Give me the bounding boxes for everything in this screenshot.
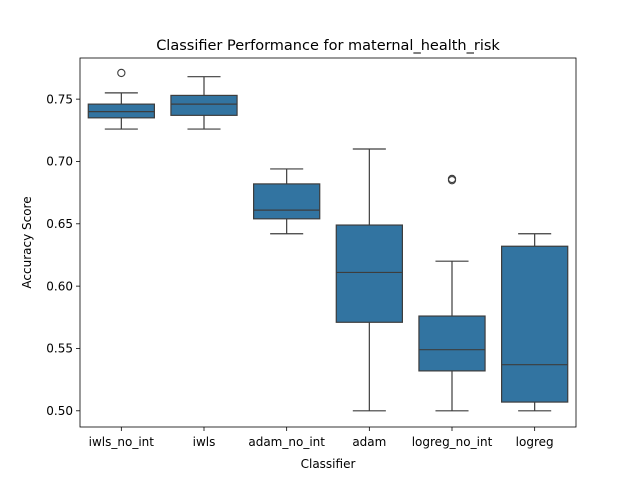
box-group-logreg (501, 233, 569, 412)
y-tick-label: 0.65 (46, 217, 73, 231)
box-group-logreg_no_int (418, 174, 486, 412)
x-tick-label: logreg_no_int (412, 435, 493, 449)
outlier-point (117, 68, 126, 78)
chart-title: Classifier Performance for maternal_heal… (156, 38, 500, 54)
box-group-iwls_no_int (87, 68, 156, 130)
box-iqr (170, 94, 238, 116)
box-group-iwls (170, 76, 238, 130)
boxes-layer (87, 68, 569, 412)
y-axis-label: Accuracy Score (20, 196, 34, 288)
x-tick-label: iwls (193, 435, 216, 449)
box-iqr (335, 224, 403, 323)
y-axis: 0.50 0.55 0.60 0.65 0.70 0.75 (46, 92, 80, 418)
x-axis: iwls_no_int iwls adam_no_int adam logreg_no_… (89, 427, 554, 449)
outlier-point (447, 174, 457, 184)
y-tick-label: 0.75 (46, 92, 73, 106)
x-tick-label: logreg (516, 435, 554, 449)
plot-frame (79, 57, 577, 428)
x-tick-label: adam (352, 435, 386, 449)
y-tick-label: 0.70 (46, 155, 73, 169)
y-tick-label: 0.55 (46, 342, 73, 356)
y-tick-label: 0.60 (46, 279, 73, 293)
box-iqr (87, 103, 156, 119)
x-tick-label: adam_no_int (248, 435, 325, 449)
y-tick-label: 0.50 (46, 404, 73, 418)
box-group-adam_no_int (253, 168, 321, 235)
box-group-adam (335, 148, 403, 412)
x-tick-label: iwls_no_int (89, 435, 155, 449)
box-iqr (253, 183, 321, 220)
x-axis-label: Classifier (301, 457, 356, 471)
box-iqr (418, 315, 486, 372)
box-iqr (501, 245, 569, 403)
